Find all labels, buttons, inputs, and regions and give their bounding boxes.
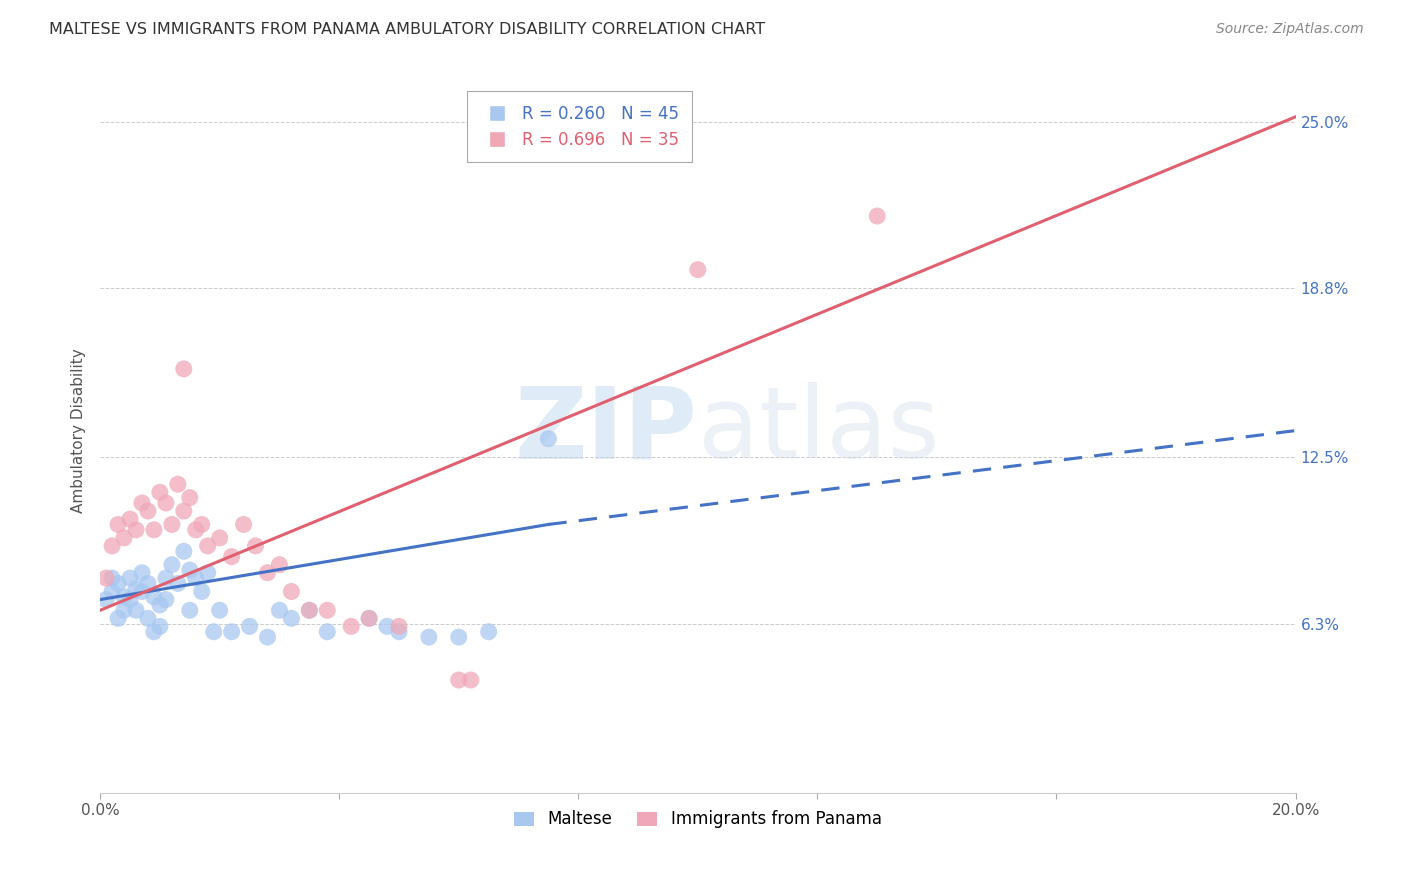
Text: atlas: atlas bbox=[697, 382, 939, 479]
Point bbox=[112, 531, 135, 545]
Point bbox=[155, 571, 177, 585]
Point bbox=[208, 531, 231, 545]
Point bbox=[149, 619, 172, 633]
Point bbox=[131, 496, 153, 510]
Point bbox=[118, 592, 141, 607]
Point bbox=[478, 624, 501, 639]
Point bbox=[173, 362, 195, 376]
Point bbox=[131, 584, 153, 599]
Point bbox=[190, 584, 212, 599]
Point bbox=[537, 432, 560, 446]
Point bbox=[316, 603, 339, 617]
Point bbox=[208, 603, 231, 617]
Point bbox=[173, 504, 195, 518]
Point bbox=[190, 517, 212, 532]
Point bbox=[142, 523, 165, 537]
Point bbox=[94, 592, 117, 607]
Point bbox=[155, 592, 177, 607]
Point bbox=[149, 485, 172, 500]
Point bbox=[202, 624, 225, 639]
Point bbox=[112, 590, 135, 604]
Point bbox=[256, 630, 278, 644]
Point bbox=[142, 590, 165, 604]
Point bbox=[179, 491, 201, 505]
Point bbox=[197, 566, 219, 580]
Point bbox=[221, 624, 243, 639]
Point bbox=[447, 630, 470, 644]
Point bbox=[316, 624, 339, 639]
Point bbox=[388, 624, 411, 639]
Point bbox=[131, 566, 153, 580]
Point bbox=[101, 571, 124, 585]
Point bbox=[160, 558, 183, 572]
Point bbox=[179, 563, 201, 577]
Point bbox=[173, 544, 195, 558]
Point bbox=[94, 571, 117, 585]
Point bbox=[166, 477, 188, 491]
Point bbox=[280, 611, 302, 625]
Point bbox=[136, 576, 159, 591]
Point bbox=[280, 584, 302, 599]
Point bbox=[107, 611, 129, 625]
Point bbox=[232, 517, 254, 532]
Point bbox=[298, 603, 321, 617]
Text: MALTESE VS IMMIGRANTS FROM PANAMA AMBULATORY DISABILITY CORRELATION CHART: MALTESE VS IMMIGRANTS FROM PANAMA AMBULA… bbox=[49, 22, 765, 37]
Point bbox=[340, 619, 363, 633]
Point bbox=[118, 512, 141, 526]
Point bbox=[269, 603, 291, 617]
Point bbox=[125, 582, 148, 596]
Point bbox=[160, 517, 183, 532]
Point bbox=[112, 603, 135, 617]
Point bbox=[298, 603, 321, 617]
Point bbox=[238, 619, 260, 633]
Point bbox=[101, 584, 124, 599]
Point bbox=[142, 624, 165, 639]
Y-axis label: Ambulatory Disability: Ambulatory Disability bbox=[72, 348, 86, 513]
Point bbox=[101, 539, 124, 553]
Point bbox=[118, 571, 141, 585]
Point bbox=[107, 517, 129, 532]
Text: Source: ZipAtlas.com: Source: ZipAtlas.com bbox=[1216, 22, 1364, 37]
Point bbox=[166, 576, 188, 591]
Point bbox=[256, 566, 278, 580]
Point bbox=[136, 611, 159, 625]
Point bbox=[359, 611, 381, 625]
Point bbox=[375, 619, 398, 633]
Point bbox=[179, 603, 201, 617]
Point bbox=[125, 603, 148, 617]
Legend: Maltese, Immigrants from Panama: Maltese, Immigrants from Panama bbox=[508, 804, 889, 835]
Point bbox=[125, 523, 148, 537]
Point bbox=[184, 523, 207, 537]
Point bbox=[460, 673, 482, 687]
Point bbox=[136, 504, 159, 518]
Point bbox=[388, 619, 411, 633]
Point bbox=[686, 262, 709, 277]
Point bbox=[245, 539, 267, 553]
Point bbox=[359, 611, 381, 625]
Point bbox=[149, 598, 172, 612]
Point bbox=[866, 209, 889, 223]
Point bbox=[155, 496, 177, 510]
Point bbox=[269, 558, 291, 572]
Point bbox=[447, 673, 470, 687]
Point bbox=[184, 571, 207, 585]
Point bbox=[221, 549, 243, 564]
Point bbox=[197, 539, 219, 553]
Text: ZIP: ZIP bbox=[515, 382, 697, 479]
Point bbox=[418, 630, 440, 644]
Point bbox=[107, 576, 129, 591]
